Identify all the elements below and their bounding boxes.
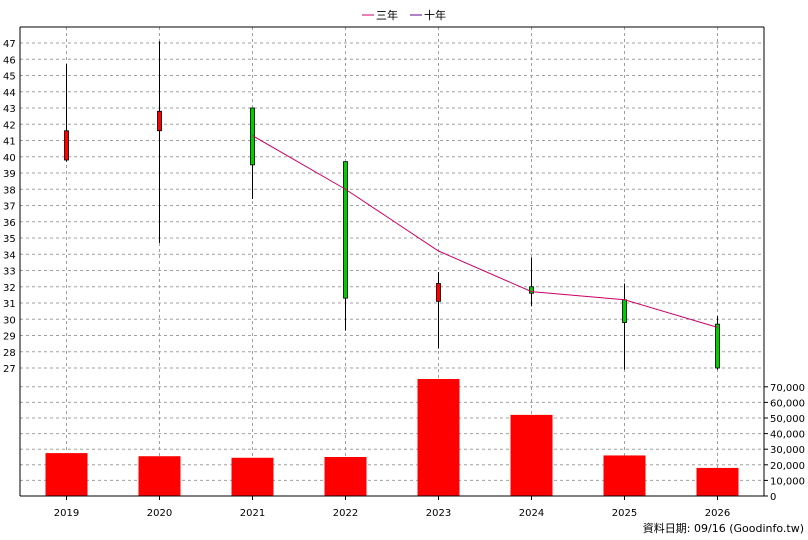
volume-bar-2024 [510, 414, 553, 496]
volume-tick-label: 60,000 [770, 398, 805, 409]
legend-label-0: 三年 [376, 8, 398, 22]
three-year-line [252, 135, 718, 328]
volume-bar-2021 [231, 457, 274, 496]
price-tick-label: 42 [3, 120, 16, 131]
price-grid [20, 27, 764, 496]
price-tick-label: 41 [3, 137, 16, 148]
volume-tick-label: 30,000 [770, 445, 805, 456]
price-tick-label: 35 [3, 234, 16, 245]
price-tick-label: 34 [3, 250, 16, 261]
price-tick-label: 28 [3, 348, 16, 359]
price-axis-ticks: 27 28 29 30 31 32 33 34 35 36 37 38 39 40 41 42 43 44 45 46… [3, 39, 16, 375]
price-tick-label: 39 [3, 169, 16, 180]
price-tick-label: 40 [3, 153, 16, 164]
price-tick-label: 29 [3, 332, 16, 343]
x-tick-label-2024: 2024 [519, 508, 544, 519]
candle-body-2022 [343, 161, 348, 299]
candle-body-2023 [436, 283, 441, 302]
x-tick-label-2025: 2025 [612, 508, 637, 519]
price-tick-label: 30 [3, 315, 16, 326]
price-tick-label: 45 [3, 72, 16, 83]
volume-bars [45, 379, 739, 496]
x-tick-label-2019: 2019 [54, 508, 79, 519]
x-tick-label-2021: 2021 [240, 508, 265, 519]
candle-body-2020 [157, 110, 162, 132]
x-tick-label-2026: 2026 [705, 508, 730, 519]
price-tick-label: 44 [3, 88, 16, 99]
legend-label-1: 十年 [424, 8, 446, 22]
candle-body-2026 [715, 323, 720, 369]
volume-tick-label: 40,000 [770, 430, 805, 441]
price-tick-label: 47 [3, 39, 16, 50]
candle-body-2024 [529, 286, 534, 294]
price-tick-label: 33 [3, 267, 16, 278]
volume-bar-2025 [603, 455, 646, 496]
price-tick-label: 46 [3, 55, 16, 66]
candle-body-2019 [64, 130, 69, 161]
price-tick-label: 31 [3, 299, 16, 310]
price-tick-label: 36 [3, 218, 16, 229]
candle-body-2025 [622, 299, 627, 323]
volume-tick-label: 70,000 [770, 383, 805, 394]
volume-tick-label: 50,000 [770, 414, 805, 425]
x-tick-label-2022: 2022 [333, 508, 358, 519]
volume-bar-2023 [417, 379, 460, 496]
price-tick-label: 27 [3, 364, 16, 375]
x-tick-label-2020: 2020 [147, 508, 172, 519]
price-tick-label: 37 [3, 202, 16, 213]
x-tick-label-2023: 2023 [426, 508, 451, 519]
price-tick-label: 38 [3, 185, 16, 196]
volume-bar-2020 [138, 456, 181, 496]
volume-grid [20, 386, 764, 497]
volume-tick-label: 10,000 [770, 476, 805, 487]
volume-bar-2019 [45, 453, 88, 496]
legend: 三年 十年 [362, 8, 446, 22]
x-axis-ticks: 2019 2020 2021 2022 2023 2024 2025 2026 [54, 496, 730, 519]
volume-axis-ticks: 0 10,000 20,000 30,000 40,000 50,000 60,000 70,… [764, 383, 805, 503]
source-footer: 資料日期: 09/16 (Goodinfo.tw) [643, 521, 804, 535]
plot-frame [19, 26, 765, 497]
volume-bar-2026 [696, 467, 739, 496]
price-tick-label: 43 [3, 104, 16, 115]
price-tick-label: 32 [3, 283, 16, 294]
volume-tick-label: 0 [770, 492, 776, 503]
volume-tick-label: 20,000 [770, 461, 805, 472]
volume-bar-2022 [324, 457, 367, 496]
three-year-polyline [252, 135, 718, 328]
candlesticks [64, 41, 720, 370]
